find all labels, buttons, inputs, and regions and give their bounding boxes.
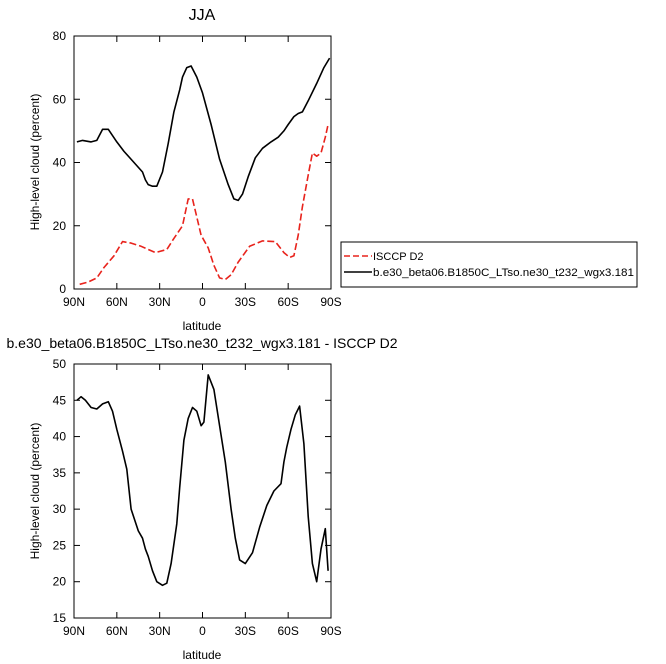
top-chart-ylabel: High-level cloud (percent)	[28, 94, 42, 231]
top-chart-plot-frame	[73, 35, 332, 290]
y-tick-label: 40	[53, 156, 67, 170]
y-tick-label: 20	[53, 219, 67, 233]
top-chart-ticks	[73, 35, 332, 290]
bottom-chart: b.e30_beta06.B1850C_LTso.ne30_t232_wgx3.…	[7, 335, 398, 662]
y-tick-label: 25	[53, 538, 67, 552]
y-tick-label: 60	[53, 92, 67, 106]
y-tick-label: 20	[53, 575, 67, 589]
legend-label-isccp-d2: ISCCP D2	[373, 251, 424, 263]
top-chart-y-tick-labels: 0 20 40 60 80	[53, 29, 67, 296]
x-tick-label: 30S	[235, 624, 256, 638]
y-tick-label: 45	[53, 393, 67, 407]
x-tick-label: 60S	[277, 295, 298, 309]
bottom-chart-plot-frame	[73, 363, 332, 619]
x-tick-label: 90N	[63, 624, 85, 638]
x-tick-label: 30N	[149, 295, 171, 309]
y-tick-label: 80	[53, 29, 67, 43]
legend: ISCCP D2 b.e30_beta06.B1850C_LTso.ne30_t…	[340, 241, 638, 288]
x-tick-label: 60S	[277, 624, 298, 638]
y-tick-label: 30	[53, 502, 67, 516]
bottom-chart-series	[76, 374, 329, 587]
bottom-chart-xlabel: latitude	[183, 648, 222, 662]
top-chart-title: JJA	[189, 7, 216, 24]
top-chart: JJA 90N 60N 30N 0 30S 60S 90S 0 20 40 60 80 latitu…	[28, 7, 342, 333]
bottom-chart-ylabel: High-level cloud (percent)	[28, 423, 42, 560]
bottom-chart-title: b.e30_beta06.B1850C_LTso.ne30_t232_wgx3.…	[7, 335, 398, 351]
x-tick-label: 0	[199, 624, 206, 638]
x-tick-label: 0	[199, 295, 206, 309]
series-line-difference	[76, 374, 329, 587]
y-tick-label: 15	[53, 611, 67, 625]
y-tick-label: 0	[59, 282, 66, 296]
x-tick-label: 90S	[320, 624, 341, 638]
y-tick-label: 35	[53, 466, 67, 480]
series-line-isccp-d2	[79, 124, 329, 286]
x-tick-label: 60N	[106, 295, 128, 309]
bottom-chart-x-tick-labels: 90N 60N 30N 0 30S 60S 90S	[63, 624, 342, 638]
x-tick-label: 30S	[235, 295, 256, 309]
bottom-chart-y-tick-labels: 15 20 25 30 35 40 45 50	[53, 357, 67, 625]
top-chart-x-tick-labels: 90N 60N 30N 0 30S 60S 90S	[63, 295, 342, 309]
top-chart-series	[76, 57, 331, 286]
x-tick-label: 90N	[63, 295, 85, 309]
legend-box	[340, 241, 638, 288]
x-tick-label: 60N	[106, 624, 128, 638]
top-chart-xlabel: latitude	[183, 319, 222, 333]
series-line-b-e30-beta06-b1850c-ltso-ne30-t232-wgx3-181	[76, 57, 331, 202]
x-tick-label: 30N	[149, 624, 171, 638]
y-tick-label: 40	[53, 430, 67, 444]
y-tick-label: 50	[53, 357, 67, 371]
legend-label-model: b.e30_beta06.B1850C_LTso.ne30_t232_wgx3.…	[373, 267, 634, 279]
x-tick-label: 90S	[320, 295, 341, 309]
bottom-chart-ticks	[73, 363, 332, 619]
